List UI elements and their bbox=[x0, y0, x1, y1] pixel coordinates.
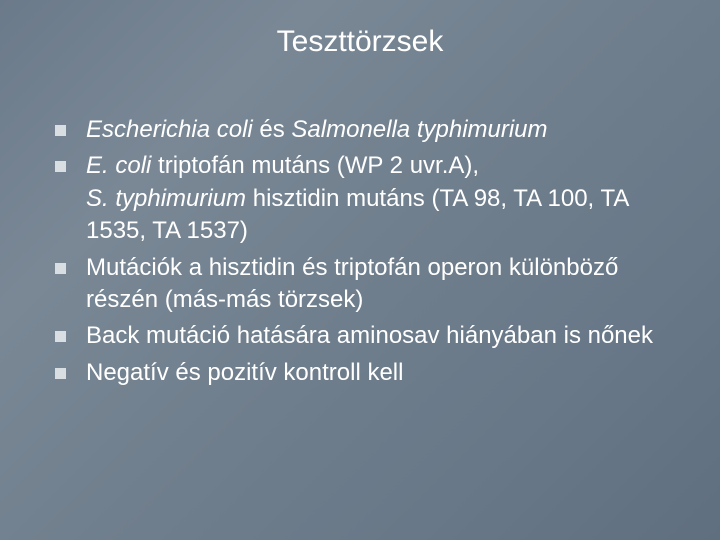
bullet-icon bbox=[55, 368, 66, 379]
list-item: Back mutáció hatására aminosav hiányában… bbox=[55, 320, 680, 352]
text-segment: Back mutáció hatására aminosav hiányában… bbox=[86, 322, 653, 349]
bullet-list: Escherichia coli és Salmonella typhimuri… bbox=[40, 114, 680, 389]
list-item-text: E. coli triptofán mutáns (WP 2 uvr.A), S… bbox=[86, 150, 680, 247]
text-segment: E. coli bbox=[86, 152, 158, 179]
list-item-text: Mutációk a hisztidin és triptofán operon… bbox=[86, 252, 680, 317]
list-item: Negatív és pozitív kontroll kell bbox=[55, 357, 680, 389]
text-segment: és bbox=[259, 116, 291, 143]
text-segment: Escherichia coli bbox=[86, 116, 259, 143]
slide: Teszttörzsek Escherichia coli és Salmone… bbox=[0, 0, 720, 540]
text-segment: triptofán mutáns (WP 2 uvr.A), bbox=[158, 152, 479, 179]
list-item-text: Escherichia coli és Salmonella typhimuri… bbox=[86, 114, 680, 146]
text-segment: Negatív és pozitív kontroll kell bbox=[86, 359, 403, 386]
list-item: Mutációk a hisztidin és triptofán operon… bbox=[55, 252, 680, 317]
slide-title: Teszttörzsek bbox=[40, 25, 680, 59]
text-segment: Salmonella typhimurium bbox=[291, 116, 547, 143]
list-item-text: Negatív és pozitív kontroll kell bbox=[86, 357, 680, 389]
bullet-icon bbox=[55, 263, 66, 274]
bullet-icon bbox=[55, 125, 66, 136]
list-item: Escherichia coli és Salmonella typhimuri… bbox=[55, 114, 680, 146]
bullet-icon bbox=[55, 331, 66, 342]
list-item: E. coli triptofán mutáns (WP 2 uvr.A), S… bbox=[55, 150, 680, 247]
text-segment: S. typhimurium bbox=[86, 185, 253, 212]
list-item-text: Back mutáció hatására aminosav hiányában… bbox=[86, 320, 680, 352]
bullet-icon bbox=[55, 161, 66, 172]
text-segment: Mutációk a hisztidin és triptofán operon… bbox=[86, 254, 618, 313]
